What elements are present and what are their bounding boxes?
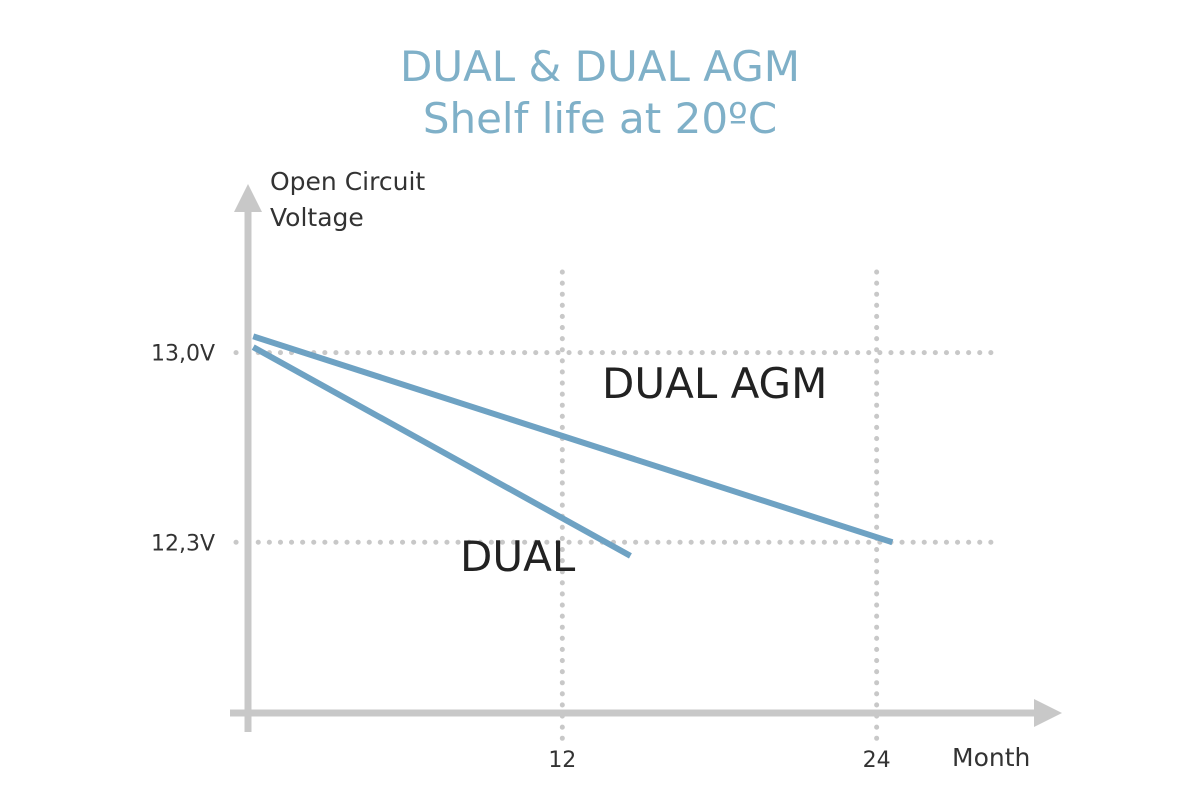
series-label-dual-agm: DUAL AGM: [602, 359, 827, 408]
y-axis-arrow: [234, 184, 262, 212]
series-line-dual: [251, 344, 632, 559]
x-axis-label: Month: [952, 743, 1030, 772]
x-tick-label-12: 12: [548, 748, 576, 773]
y-tick-label-1: 12,3V: [151, 531, 215, 556]
chart-title: DUAL & DUAL AGM: [399, 42, 800, 91]
x-axis-arrow: [1034, 699, 1062, 727]
series-line-dual-agm: [252, 333, 894, 546]
y-axis-label-line-1: Open Circuit: [270, 167, 425, 196]
series-label-dual: DUAL: [460, 532, 576, 581]
y-axis-label-line-2: Voltage: [270, 203, 364, 232]
x-tick-label-24: 24: [863, 748, 891, 773]
y-tick-label-0: 13,0V: [151, 342, 215, 367]
chart-subtitle: Shelf life at 20ºC: [422, 94, 778, 143]
